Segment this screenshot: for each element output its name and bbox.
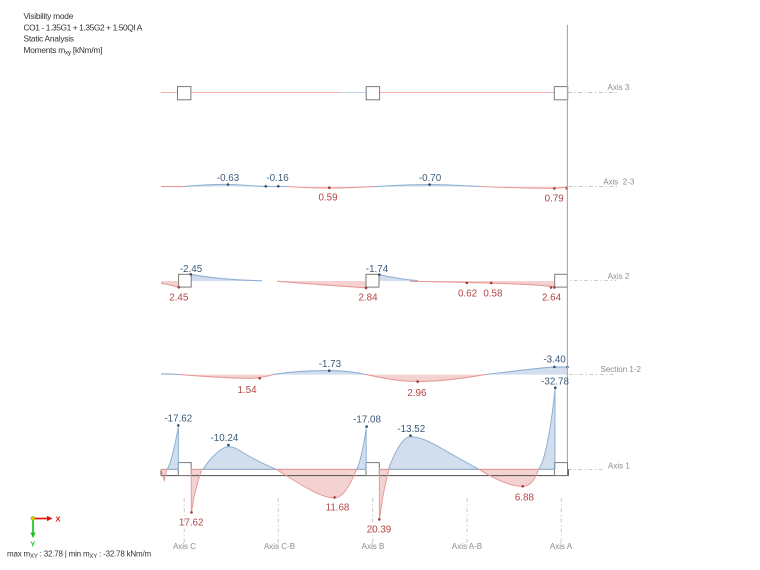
svg-text:6.88: 6.88 — [515, 492, 535, 503]
svg-text:2.64: 2.64 — [542, 293, 562, 304]
svg-text:20.39: 20.39 — [367, 525, 392, 536]
svg-text:0.79: 0.79 — [545, 194, 564, 205]
svg-text:X: X — [56, 515, 61, 524]
svg-text:-1.74: -1.74 — [366, 264, 389, 275]
svg-text:-1.73: -1.73 — [319, 359, 342, 370]
svg-text:-0.16: -0.16 — [266, 173, 289, 184]
svg-text:Axis 2-3: Axis 2-3 — [603, 177, 635, 186]
svg-text:Axis A-B: Axis A-B — [452, 542, 482, 551]
svg-text:max mXY : 32.78 | min mXY : -3: max mXY : 32.78 | min mXY : -32.78 kNm/m — [7, 550, 151, 561]
svg-text:Visibility mode: Visibility mode — [24, 11, 74, 21]
svg-text:Axis 2: Axis 2 — [608, 272, 630, 281]
svg-text:Axis A: Axis A — [550, 542, 573, 551]
svg-text:2.45: 2.45 — [169, 293, 189, 304]
svg-text:Axis B: Axis B — [362, 542, 385, 551]
svg-text:-17.08: -17.08 — [353, 414, 381, 425]
svg-text:CO1 - 1.35G1 + 1.35G2 + 1.50QI: CO1 - 1.35G1 + 1.35G2 + 1.50QI A — [24, 22, 143, 32]
svg-text:2.96: 2.96 — [407, 388, 427, 399]
svg-text:0.59: 0.59 — [318, 192, 337, 203]
svg-text:Static Analysis: Static Analysis — [24, 34, 74, 44]
svg-text:Y: Y — [30, 540, 35, 549]
svg-text:-0.70: -0.70 — [419, 173, 442, 184]
svg-text:Axis C-B: Axis C-B — [264, 542, 295, 551]
svg-text:0.62: 0.62 — [458, 289, 477, 300]
svg-text:-13.52: -13.52 — [397, 424, 425, 435]
svg-text:-17.62: -17.62 — [164, 413, 192, 424]
svg-text:1.54: 1.54 — [237, 385, 257, 396]
svg-text:Axis C: Axis C — [173, 542, 196, 551]
svg-text:17.62: 17.62 — [179, 517, 204, 528]
svg-text:Moments mxy [kNm/m]: Moments mxy [kNm/m] — [24, 45, 103, 57]
svg-text:-10.24: -10.24 — [211, 433, 239, 444]
svg-text:2.84: 2.84 — [358, 293, 378, 304]
svg-text:Section 1-2: Section 1-2 — [601, 365, 642, 374]
svg-text:11.68: 11.68 — [326, 502, 350, 513]
svg-text:-2.45: -2.45 — [180, 264, 203, 275]
svg-text:0.58: 0.58 — [483, 289, 503, 300]
svg-text:Axis 1: Axis 1 — [608, 462, 630, 471]
svg-text:-0.63: -0.63 — [217, 173, 240, 184]
svg-text:-32.78: -32.78 — [541, 376, 569, 387]
svg-text:Axis 3: Axis 3 — [608, 83, 630, 92]
svg-text:-3.40: -3.40 — [543, 355, 566, 366]
